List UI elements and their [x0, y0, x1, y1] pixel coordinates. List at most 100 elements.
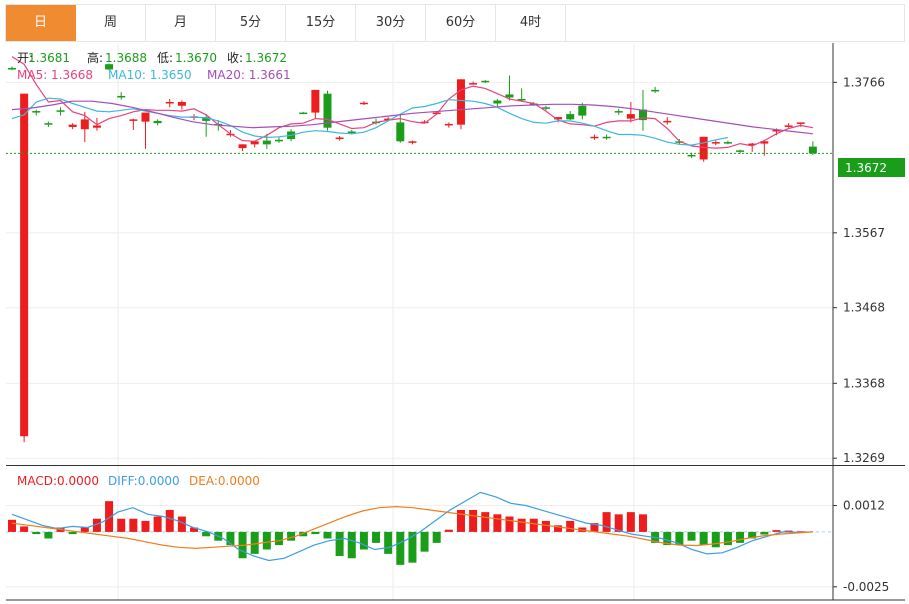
candle-41 [505, 75, 514, 101]
candle-25 [311, 89, 320, 119]
candle-38 [469, 81, 478, 85]
candle-body [796, 122, 805, 124]
candle-body [250, 141, 259, 145]
candle-body [92, 125, 101, 128]
chart-info-labels: 开: 1.3681 高: 1.3688 低: 1.3670 收: 1.3672 … [17, 50, 291, 488]
candle-body [299, 112, 308, 115]
macd-bar-61 [748, 531, 757, 539]
candle-body [20, 93, 29, 437]
candle-62 [760, 139, 769, 156]
candle-58 [711, 140, 720, 146]
candle-body [105, 64, 114, 70]
candle-body [748, 143, 757, 146]
macd-bar-27 [335, 531, 344, 557]
candle-body [626, 114, 635, 119]
candle-body [68, 124, 77, 127]
ma20-line [11, 100, 813, 135]
current-price-tag: 1.3672 [838, 158, 905, 177]
candle-body [165, 101, 174, 104]
tab-period-6[interactable]: 60分 [426, 5, 496, 41]
tab-period-3[interactable]: 5分 [216, 5, 286, 41]
diff-line [11, 491, 813, 562]
candle-29 [359, 101, 368, 106]
macd-bar-39 [481, 512, 490, 532]
price-tick-label-4: 1.3269 [843, 451, 885, 465]
chart-axes: 1.3766 1.3567 1.3468 1.3368 1.3269 0.0012 -0.0… [6, 43, 905, 601]
candle-body [80, 119, 89, 130]
macd-bar-10 [129, 518, 138, 532]
macd-bar-59 [723, 531, 732, 546]
macd-bar-1 [20, 526, 29, 532]
open-label: 开: [17, 51, 33, 65]
candle-50 [614, 108, 623, 115]
candle-14 [177, 100, 186, 110]
candle-body [808, 146, 817, 154]
candle-body [347, 131, 356, 133]
candle-body [711, 142, 720, 144]
candle-body [772, 129, 781, 132]
candle-53 [651, 86, 660, 93]
tab-period-5[interactable]: 30分 [356, 5, 426, 41]
macd-bar-9 [117, 518, 126, 532]
candle-body [420, 121, 429, 124]
dea-label: DEA:0.0000 [189, 474, 260, 488]
price-tick-label-3: 1.3368 [843, 376, 885, 390]
tab-period-7[interactable]: 4时 [496, 5, 566, 41]
macd-bar-25 [311, 531, 320, 535]
current-price-text: 1.3672 [845, 161, 887, 175]
candle-body [153, 120, 162, 124]
macd-bar-62 [760, 531, 769, 535]
tab-period-0[interactable]: 日 [6, 5, 76, 41]
macd-bar-51 [626, 512, 635, 532]
macd-bar-55 [675, 531, 684, 546]
candle-61 [748, 142, 757, 152]
candle-8 [105, 63, 114, 71]
candle-36 [444, 122, 453, 128]
candle-26 [323, 90, 332, 131]
candle-body [736, 150, 745, 152]
macd-bar-37 [456, 509, 465, 532]
tab-period-4[interactable]: 15分 [286, 5, 356, 41]
macd-tick-label-0: 0.0012 [843, 499, 885, 513]
macd-bar-20 [250, 531, 259, 554]
tab-period-2[interactable]: 月 [146, 5, 216, 41]
macd-bar-11 [141, 520, 150, 532]
candle-body [602, 136, 611, 139]
candle-body [493, 100, 502, 104]
candle-3 [44, 121, 53, 127]
macd-tick-label-1: -0.0025 [843, 580, 889, 594]
candle-body [44, 123, 53, 125]
candle-47 [578, 102, 587, 120]
candle-body [456, 79, 465, 125]
low-value: 1.3670 [175, 51, 217, 65]
candle-65 [796, 122, 805, 127]
macd-bar-12 [153, 516, 162, 532]
macd-bar-18 [226, 531, 235, 546]
candle-0 [8, 66, 16, 71]
macd-bar-38 [469, 509, 478, 532]
candle-body [117, 95, 126, 98]
macd-bar-3 [44, 531, 53, 539]
candle-body [359, 102, 368, 105]
candle-body [541, 107, 550, 109]
candle-body [784, 125, 793, 127]
candle-body [687, 154, 696, 157]
candle-22 [274, 137, 283, 143]
moving-average-lines [11, 56, 814, 149]
macd-bar-31 [384, 531, 393, 554]
open-value: 1.3681 [28, 51, 70, 65]
candle-body [56, 110, 65, 112]
ma5-label: MA5: 1.3668 [17, 68, 93, 82]
candle-48 [590, 134, 599, 140]
candle-body [699, 136, 708, 160]
close-label: 收: [227, 51, 243, 65]
macd-bar-50 [614, 514, 623, 532]
high-value: 1.3688 [105, 51, 147, 65]
tab-period-1[interactable]: 周 [76, 5, 146, 41]
macd-bar-32 [396, 531, 405, 565]
macd-bar-6 [80, 527, 89, 532]
candle-9 [117, 92, 126, 100]
macd-bar-13 [165, 509, 174, 532]
candle-19 [238, 144, 247, 152]
